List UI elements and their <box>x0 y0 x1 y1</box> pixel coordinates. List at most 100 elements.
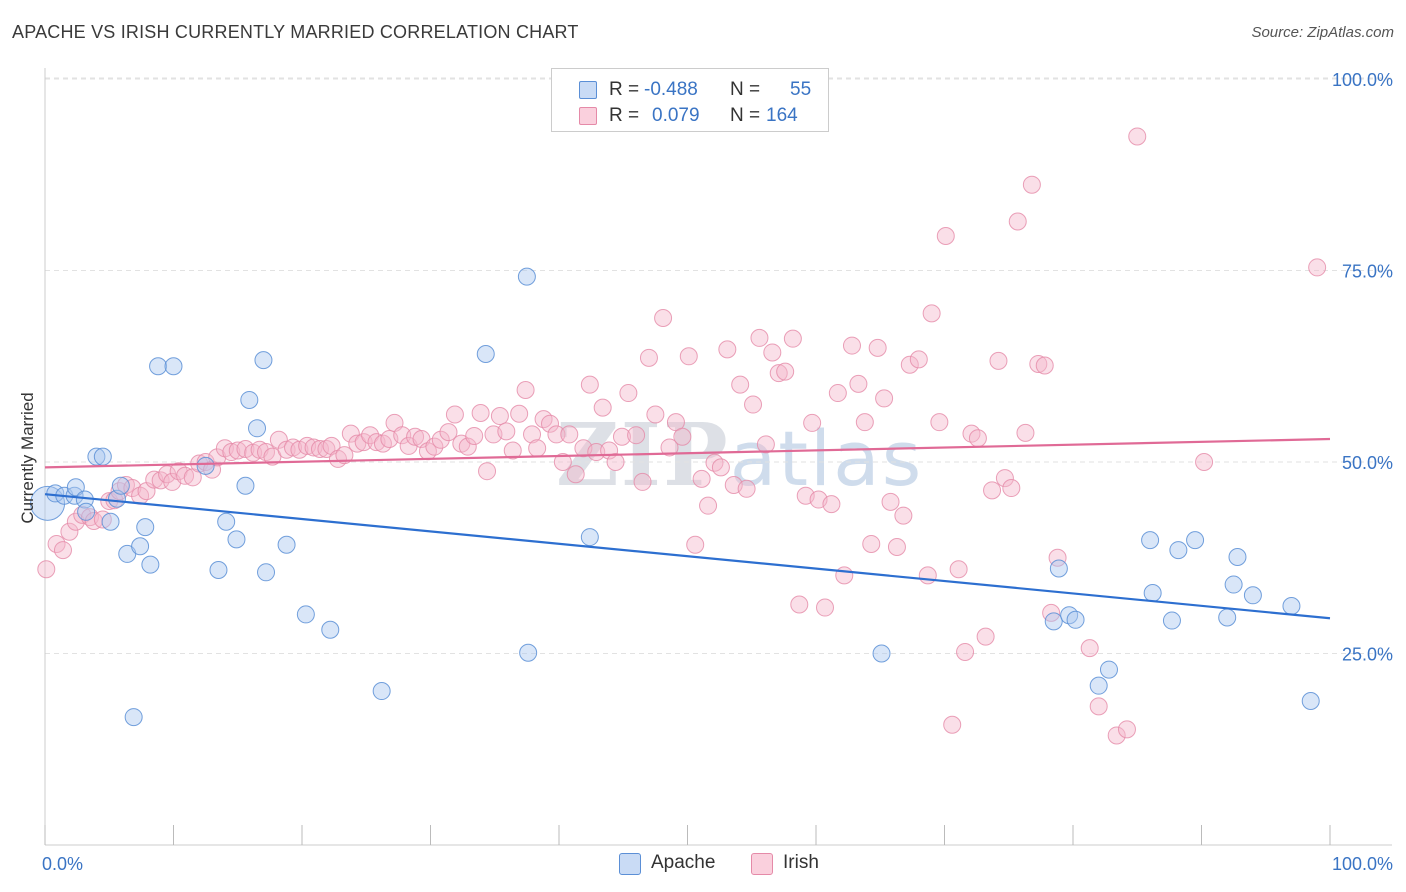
y-tick-label-2: 75.0% <box>1342 262 1393 282</box>
irish-point-94 <box>654 308 673 327</box>
irish-point-120 <box>822 495 841 514</box>
irish-point-161 <box>1308 258 1327 277</box>
apache-point-14 <box>131 537 150 556</box>
irish-point-41 <box>310 439 329 458</box>
apache-point-51 <box>1243 586 1262 605</box>
irish-point-129 <box>881 492 900 511</box>
irish-point-43 <box>322 436 341 455</box>
irish-point-151 <box>1029 354 1048 373</box>
irish-point-157 <box>1107 726 1126 745</box>
source-label: Source: ZipAtlas.com <box>1251 24 1394 41</box>
x-tick-label-0: 0.0% <box>42 854 83 874</box>
irish-point-140 <box>956 642 975 661</box>
axes <box>44 68 1392 846</box>
apache-point-46 <box>1169 541 1188 560</box>
irish-point-102 <box>705 453 724 472</box>
apache-point-26 <box>254 351 273 370</box>
irish-legend-label: Irish <box>783 852 819 873</box>
irish-point-124 <box>849 374 868 393</box>
irish-point-69 <box>490 407 509 426</box>
irish-point-99 <box>686 535 705 554</box>
apache-trend-line <box>44 493 1331 620</box>
apache-n-label: N = <box>730 79 761 100</box>
irish-point-155 <box>1080 639 1099 658</box>
apache-point-25 <box>248 419 267 438</box>
apache-point-11 <box>111 476 130 495</box>
apache-point-34 <box>519 643 538 662</box>
irish-point-79 <box>553 453 572 471</box>
irish-point-146 <box>995 469 1014 488</box>
irish-point-109 <box>750 328 769 347</box>
apache-point-42 <box>1099 660 1118 679</box>
irish-n-label: N = <box>730 105 761 126</box>
irish-point-76 <box>534 410 553 429</box>
apache-point-49 <box>1224 575 1243 594</box>
irish-r-label: R = <box>609 105 640 126</box>
irish-point-0 <box>37 560 56 579</box>
irish-point-65 <box>465 426 484 445</box>
apache-point-36 <box>872 644 891 663</box>
apache-point-41 <box>1089 676 1108 695</box>
irish-point-73 <box>516 380 535 399</box>
irish-point-80 <box>560 425 579 444</box>
trend-lines <box>44 437 1331 620</box>
irish-point-128 <box>875 389 894 408</box>
irish-point-13 <box>123 479 142 498</box>
irish-point-111 <box>763 343 782 362</box>
irish-point-104 <box>718 340 737 359</box>
apache-point-35 <box>580 528 599 547</box>
irish-point-134 <box>918 566 937 585</box>
irish-point-85 <box>593 398 612 417</box>
irish-point-81 <box>566 465 585 484</box>
irish-point-119 <box>815 598 834 617</box>
apache-point-39 <box>1060 606 1079 625</box>
apache-point-23 <box>236 476 255 495</box>
apache-point-28 <box>277 535 296 554</box>
apache-point-37 <box>1044 612 1063 631</box>
irish-point-78 <box>547 425 566 444</box>
irish-point-61 <box>439 423 458 442</box>
irish-point-21 <box>176 466 195 485</box>
apache-point-21 <box>217 512 236 531</box>
apache-legend-label: Apache <box>651 852 716 873</box>
irish-point-33 <box>257 443 276 462</box>
irish-point-90 <box>627 426 646 445</box>
irish-point-72 <box>510 404 529 423</box>
apache-point-6 <box>77 502 96 521</box>
irish-trend-line <box>44 437 1331 469</box>
irish-point-145 <box>989 351 1008 370</box>
y-axis-label: Currently Married <box>18 392 37 524</box>
apache-point-13 <box>124 708 143 727</box>
x-tick-label-1: 100.0% <box>1332 854 1393 874</box>
irish-point-89 <box>619 384 638 403</box>
apache-swatch <box>579 81 597 99</box>
irish-r-value: 0.079 <box>652 105 700 126</box>
y-tick-label-0: 25.0% <box>1342 645 1393 665</box>
irish-point-126 <box>862 534 881 553</box>
tick-labels: 25.0% 50.0% 75.0% 100.0% 0.0% 100.0% <box>42 70 1393 874</box>
irish-point-49 <box>361 426 380 445</box>
irish-point-67 <box>478 462 497 481</box>
irish-point-135 <box>922 304 941 323</box>
apache-point-22 <box>227 530 246 549</box>
apache-point-43 <box>1141 531 1160 550</box>
apache-point-19 <box>196 456 215 475</box>
apache-point-38 <box>1049 559 1068 578</box>
irish-point-139 <box>949 560 968 579</box>
irish-point-137 <box>936 227 955 246</box>
irish-point-66 <box>471 403 490 422</box>
correlation-legend: R = -0.488 N = 55 R = 0.079 N = 164 <box>551 68 829 132</box>
irish-point-2 <box>53 541 72 560</box>
apache-point-47 <box>1186 531 1205 550</box>
apache-point-8 <box>93 447 112 466</box>
apache-point-9 <box>101 512 120 531</box>
irish-point-107 <box>737 479 756 498</box>
apache-legend-swatch <box>619 853 641 875</box>
apache-point-15 <box>136 518 155 537</box>
irish-point-88 <box>612 427 631 446</box>
apache-point-18 <box>164 357 183 376</box>
watermark-atlas: atlas <box>729 414 924 503</box>
irish-point-48 <box>354 433 373 452</box>
apache-points <box>30 267 1320 727</box>
